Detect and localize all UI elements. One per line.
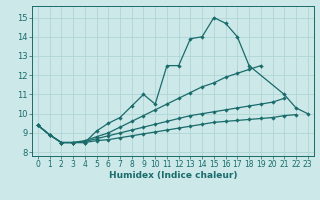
X-axis label: Humidex (Indice chaleur): Humidex (Indice chaleur) [108,171,237,180]
